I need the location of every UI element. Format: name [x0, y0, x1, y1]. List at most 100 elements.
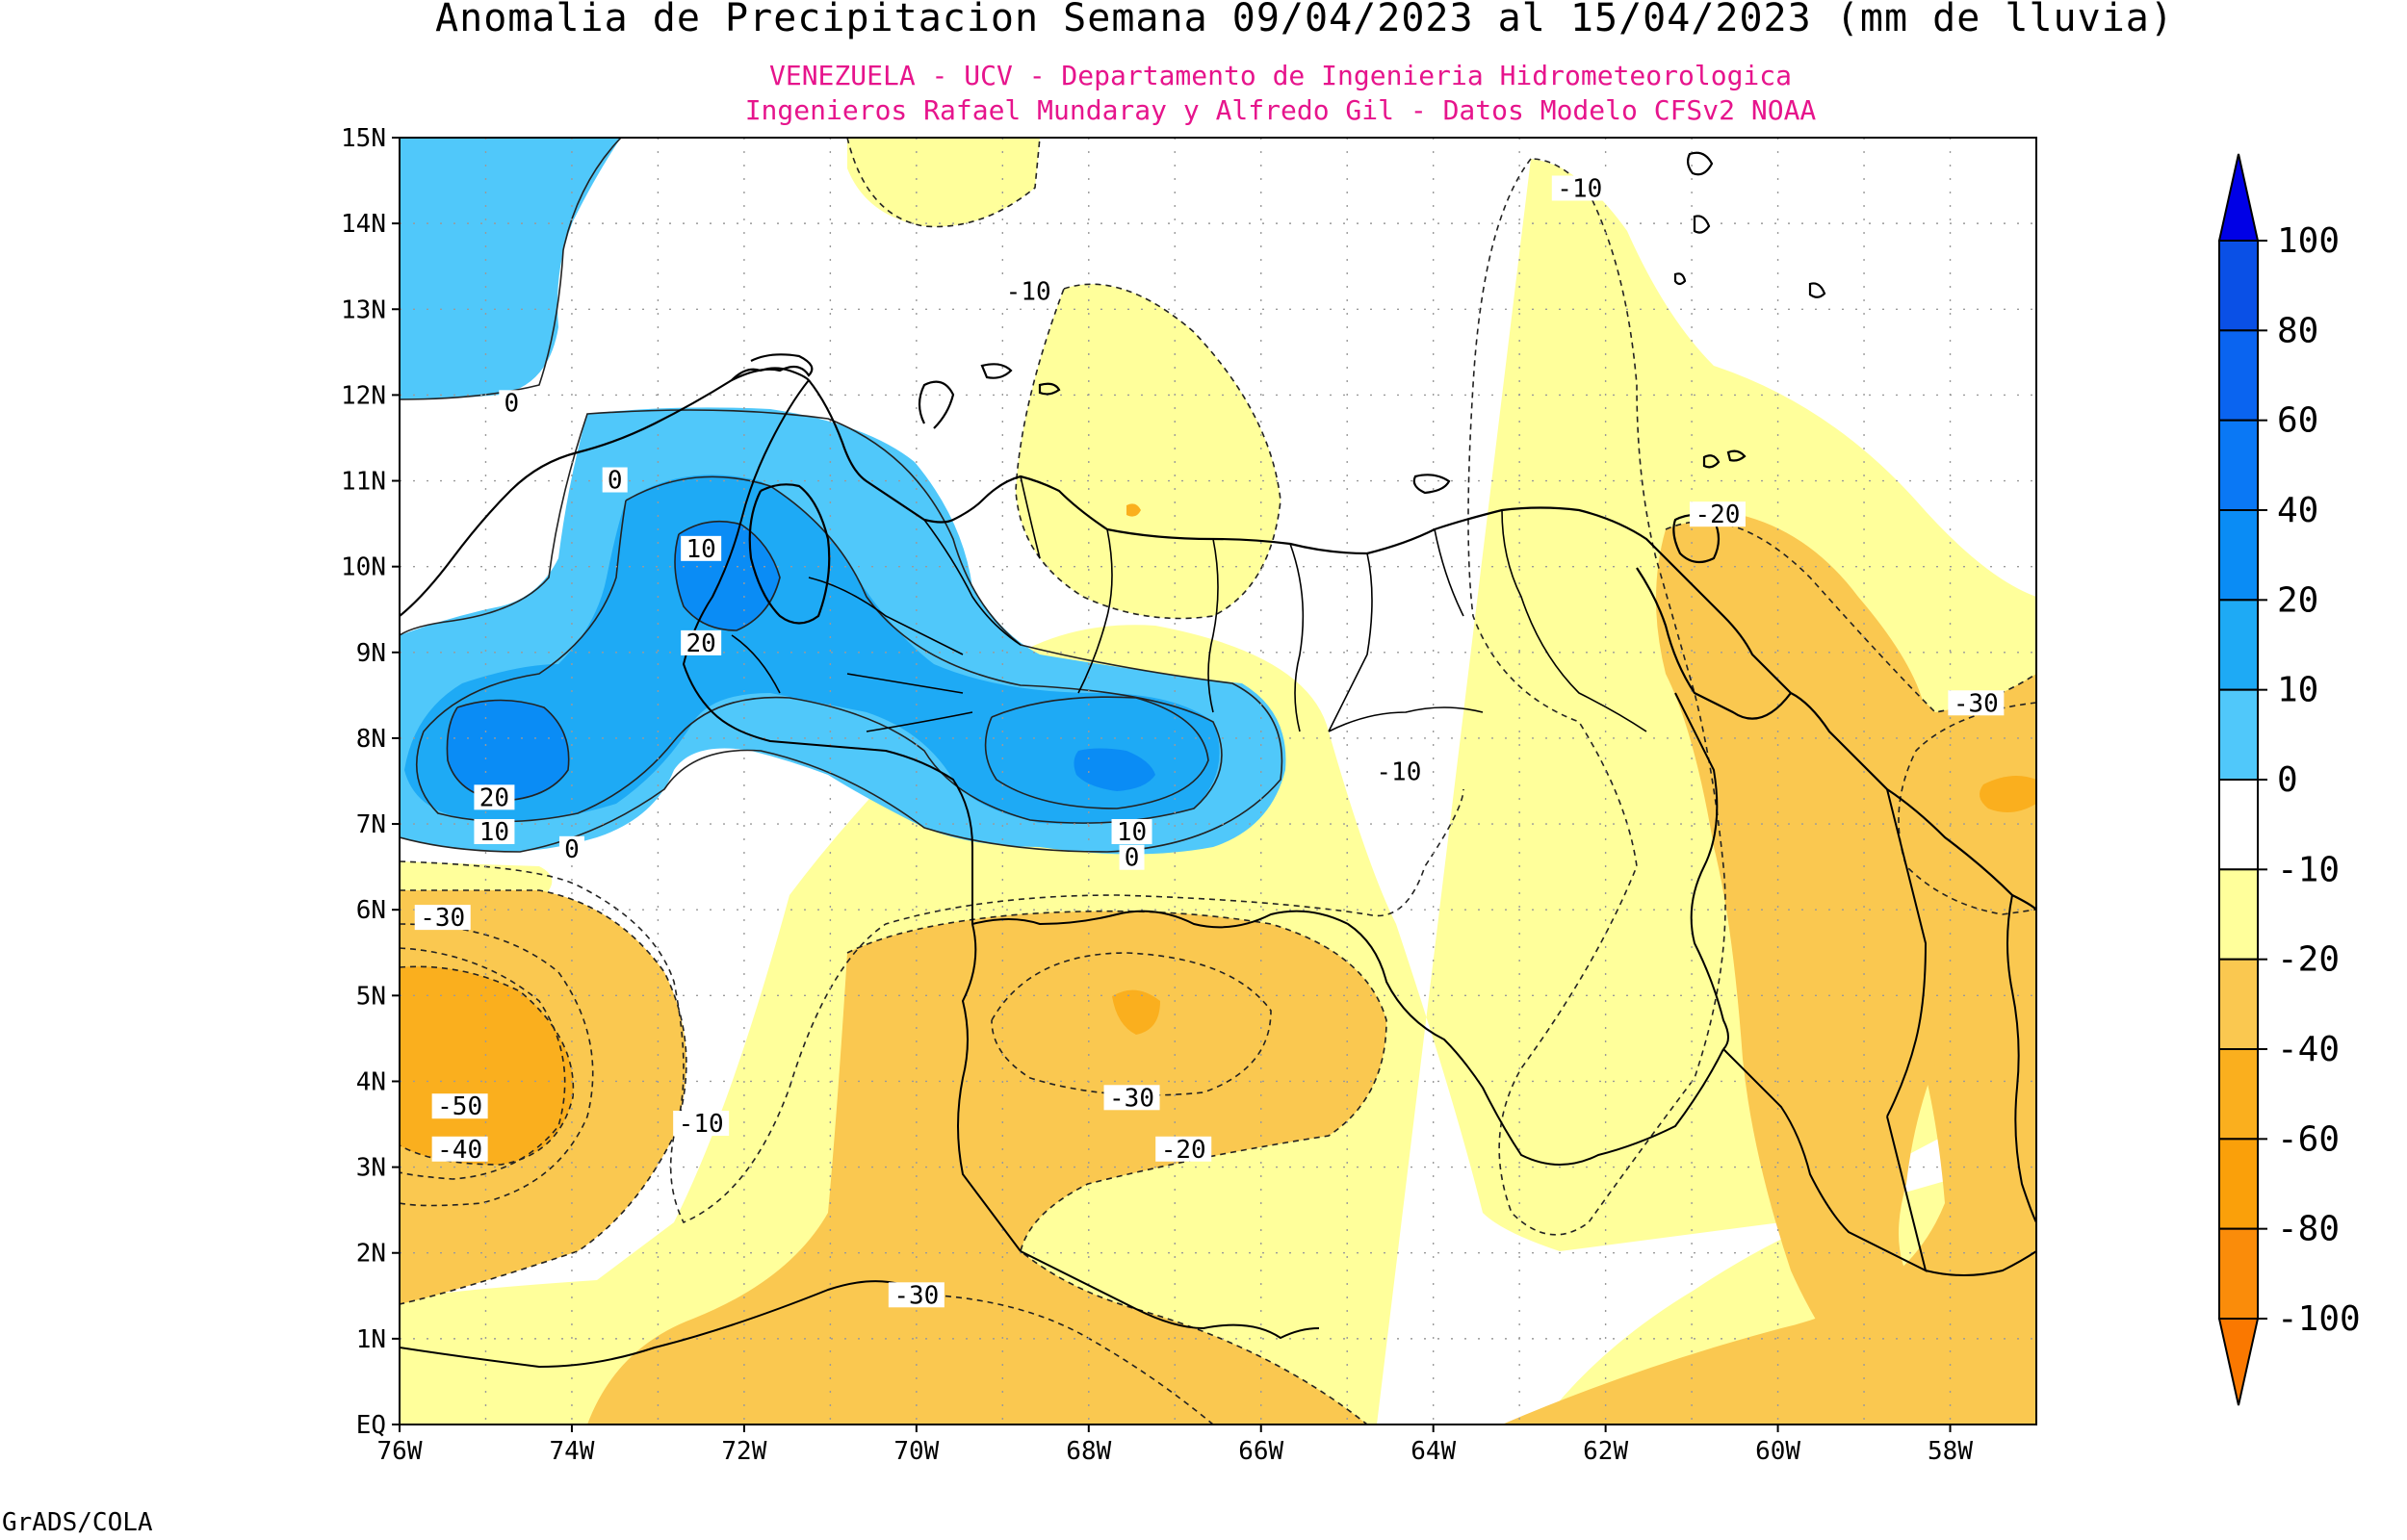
colorbar-label: -60 — [2277, 1119, 2340, 1159]
contour-label-background — [474, 818, 515, 844]
colorbar-label: -20 — [2277, 940, 2340, 980]
anomaly-fill-lightblue-northwest — [400, 138, 621, 399]
software-credit: GrADS/COLA — [2, 1508, 153, 1537]
coastline-orinoco-delta — [1636, 567, 1792, 720]
lat-tick-label: 14N — [341, 210, 386, 239]
colorbar-segment — [2218, 868, 2259, 961]
lat-tick-label: 4N — [356, 1067, 386, 1096]
contour-line-twenty-west — [446, 699, 570, 802]
border-guyana-brazil — [1722, 1048, 1928, 1272]
contour-label-background — [1551, 175, 1608, 201]
colorbar-label: -80 — [2277, 1210, 2340, 1249]
contour-label: -30 — [1109, 1084, 1154, 1113]
coastline-venezuela-north — [808, 379, 1792, 694]
colorbar-label: 40 — [2277, 491, 2318, 530]
island-st-vincent — [1673, 272, 1687, 286]
colorbar-segment — [2218, 329, 2259, 422]
island-bonaire — [1038, 382, 1061, 396]
contour-line-neg40-west — [400, 947, 566, 1180]
map-frame — [399, 137, 2037, 1425]
contour-line-neg30-south — [923, 1294, 1214, 1424]
border-colombia-brazil — [1020, 1250, 1320, 1340]
contour-line-neg30-center — [991, 952, 1272, 1096]
colorbar-segment — [2218, 779, 2259, 871]
contour-label: 0 — [504, 389, 519, 418]
contour-label: -10 — [1376, 758, 1421, 787]
coastline-lake-maracaibo — [748, 483, 831, 625]
colorbar-segment — [2218, 419, 2259, 511]
contour-labels: 00102020100100-10-10-20-30-10-30-50-40-1… — [414, 174, 2005, 1310]
contour-line-ten-main — [416, 475, 1223, 824]
anomaly-fill-yellow-north — [847, 138, 1040, 227]
contour-label-background — [474, 784, 515, 810]
colorbar-label: -40 — [2277, 1030, 2340, 1069]
lat-tick-label: 13N — [341, 295, 386, 324]
contour-label: 0 — [608, 467, 623, 496]
contour-label: -40 — [437, 1136, 482, 1165]
contour-label-background — [431, 1093, 488, 1119]
lat-tick-label: 9N — [356, 639, 386, 668]
contour-label-background — [499, 390, 525, 416]
contour-label: -10 — [679, 1110, 724, 1139]
island-aruba-curacao — [980, 363, 1013, 379]
lat-tick-label: 8N — [356, 725, 386, 754]
lon-tick-label: 70W — [893, 1437, 939, 1466]
border-suriname-brazil — [1925, 1250, 2036, 1276]
colorbar-label: 60 — [2277, 401, 2318, 441]
anomaly-fill-darkorange-east — [1980, 776, 2036, 812]
colorbar-label: -10 — [2277, 850, 2340, 889]
border-venezuela-guyana — [1674, 692, 1729, 1050]
lon-tick-label: 66W — [1238, 1437, 1283, 1466]
colorbar-label: 10 — [2277, 671, 2318, 710]
contour-label-background — [673, 1111, 730, 1137]
map-subtitle-authors: Ingenieros Rafael Mundaray y Alfredo Gil… — [745, 94, 1817, 126]
colorbar-segment — [2218, 509, 2259, 602]
coastline-colombia-caribbean — [400, 353, 814, 617]
lat-tick-label: 11N — [341, 468, 386, 497]
contour-label-background — [414, 905, 471, 931]
colorbar-label: 80 — [2277, 311, 2318, 350]
anomaly-fill-orange-south-central — [587, 911, 1386, 1424]
contour-label-background — [1119, 844, 1145, 870]
colorbar-segment — [2218, 599, 2259, 691]
contour-line-neg10-south — [400, 788, 1464, 1224]
lon-tick-label: 58W — [1928, 1437, 1973, 1466]
contour-line-neg20-south — [846, 910, 1387, 1424]
lon-tick-label: 60W — [1755, 1437, 1800, 1466]
lon-tick-label: 62W — [1583, 1437, 1628, 1466]
lat-tick-label: 12N — [341, 381, 386, 410]
lat-tick-label: 1N — [356, 1325, 386, 1354]
lat-tick-label: 3N — [356, 1154, 386, 1183]
colorbar-segment — [2218, 240, 2259, 332]
contour-label-background — [1103, 1085, 1160, 1111]
anomaly-fill-orange-east-upper — [1656, 521, 2036, 1424]
contour-line-neg10-north — [846, 138, 1041, 228]
contour-line-zero-west — [400, 138, 622, 400]
contour-label: -10 — [1557, 174, 1602, 203]
contour-line-twenty-north — [674, 520, 781, 631]
island-margarita — [1412, 474, 1451, 495]
island-martinique — [1686, 151, 1714, 176]
anomaly-fill-yellow-caribbean — [1016, 284, 1281, 619]
colorbar-segment — [2218, 1138, 2259, 1230]
contour-label: 10 — [686, 535, 716, 564]
contour-label: -50 — [437, 1092, 482, 1121]
contour-line-neg20-west — [400, 889, 687, 1305]
anomaly-fill-midblue-main — [404, 475, 1220, 824]
lat-tick-label: 15N — [341, 124, 386, 153]
anomaly-fill-darkorange-center — [1112, 989, 1160, 1035]
state-borders-west — [731, 475, 1647, 732]
contour-line-twenty-east — [984, 696, 1209, 809]
anomaly-fill-darkorange-tiny — [1126, 503, 1141, 517]
lat-tick-label: 2N — [356, 1240, 386, 1269]
coastline-guajira — [731, 367, 810, 381]
colorbar-top-arrow — [2217, 153, 2260, 242]
colorbar-segment — [2218, 958, 2259, 1051]
contour-label-background — [602, 467, 628, 493]
contour-label-background — [1155, 1136, 1212, 1162]
contour-label: 0 — [564, 835, 580, 864]
lon-tick-label: 68W — [1066, 1437, 1111, 1466]
contour-label: -30 — [420, 904, 465, 933]
contour-label-background — [681, 629, 722, 655]
